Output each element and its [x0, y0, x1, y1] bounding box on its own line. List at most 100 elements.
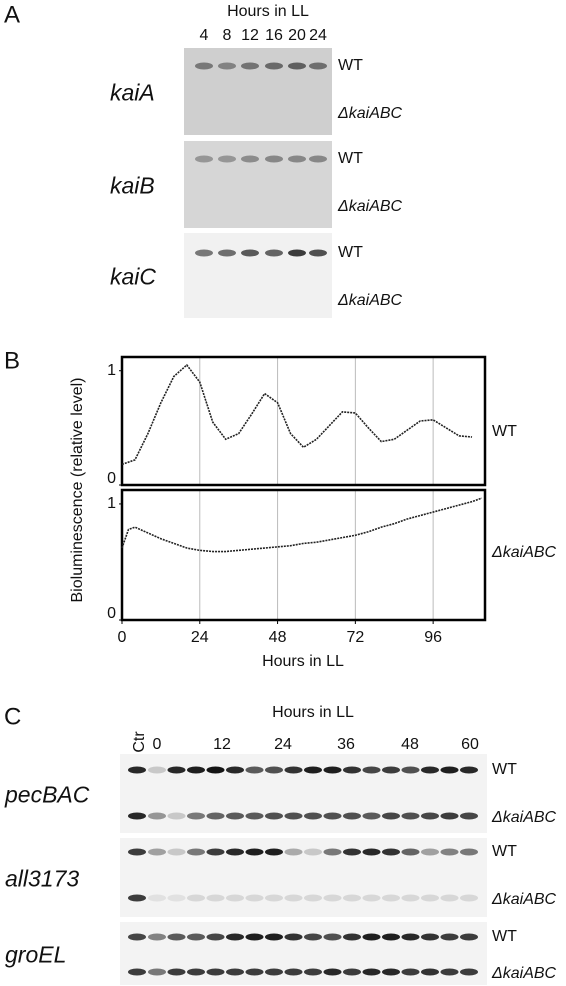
- band: [284, 848, 303, 856]
- band: [195, 249, 213, 257]
- x-tick-label: 48: [269, 629, 287, 646]
- band: [206, 812, 225, 820]
- band: [241, 155, 259, 163]
- band: [362, 968, 381, 976]
- band: [167, 812, 186, 820]
- band: [148, 933, 166, 941]
- band: [401, 894, 420, 902]
- band: [226, 968, 244, 976]
- band: [226, 812, 244, 820]
- band: [382, 933, 400, 941]
- band: [148, 812, 166, 820]
- band: [167, 933, 186, 941]
- lane-label: 16: [265, 27, 283, 44]
- band: [401, 848, 420, 856]
- band: [460, 894, 478, 902]
- band: [362, 894, 381, 902]
- band: [440, 933, 459, 941]
- band: [323, 894, 342, 902]
- band: [401, 933, 420, 941]
- band: [304, 848, 322, 856]
- band: [382, 894, 400, 902]
- band: [218, 249, 236, 257]
- strain-label: WT: [338, 244, 363, 261]
- strain-label: ΔkaiABC: [491, 809, 557, 826]
- band: [187, 766, 205, 774]
- x-axis-label: Hours in LL: [262, 653, 344, 670]
- band: [460, 848, 478, 856]
- blot: [184, 141, 332, 228]
- band: [304, 812, 322, 820]
- band: [401, 766, 420, 774]
- band: [187, 848, 205, 856]
- band: [265, 894, 283, 902]
- band: [226, 766, 244, 774]
- band: [195, 62, 213, 70]
- gene-label: kaiC: [110, 264, 156, 290]
- band: [304, 766, 322, 774]
- strain-label: WT: [338, 150, 363, 167]
- band: [460, 812, 478, 820]
- band: [421, 848, 439, 856]
- band: [323, 766, 342, 774]
- band: [245, 848, 264, 856]
- lane-label: 4: [200, 27, 209, 44]
- strain-label: WT: [492, 843, 517, 860]
- strain-label: WT: [492, 928, 517, 945]
- band: [421, 812, 439, 820]
- lane-label: 36: [337, 736, 355, 753]
- gene-label: kaiA: [110, 80, 155, 106]
- band: [265, 249, 283, 257]
- band: [265, 968, 283, 976]
- band: [304, 894, 322, 902]
- lane-label: 24: [309, 27, 327, 44]
- lane-label: Ctr: [131, 731, 148, 753]
- band: [323, 933, 342, 941]
- plot-frame: [120, 355, 487, 487]
- band: [245, 933, 264, 941]
- band: [128, 933, 146, 941]
- band: [440, 766, 459, 774]
- band: [288, 155, 306, 163]
- band: [206, 933, 225, 941]
- band: [421, 968, 439, 976]
- panel-label: A: [4, 1, 20, 28]
- band: [382, 766, 400, 774]
- y-tick-label: 1: [107, 362, 116, 379]
- band: [167, 968, 186, 976]
- band: [401, 812, 420, 820]
- band: [343, 933, 361, 941]
- band: [304, 933, 322, 941]
- band: [218, 62, 236, 70]
- band: [128, 812, 146, 820]
- strain-label: ΔkaiABC: [337, 292, 403, 309]
- band: [241, 249, 259, 257]
- band: [440, 968, 459, 976]
- x-tick-label: 0: [118, 629, 127, 646]
- legend-label: ΔkaiABC: [491, 544, 557, 561]
- band: [343, 766, 361, 774]
- band: [421, 933, 439, 941]
- band: [128, 766, 146, 774]
- band: [309, 62, 327, 70]
- x-tick-label: 24: [191, 629, 209, 646]
- band: [187, 968, 205, 976]
- band: [241, 62, 259, 70]
- band: [195, 155, 213, 163]
- band: [401, 968, 420, 976]
- band: [440, 848, 459, 856]
- blot: [120, 922, 487, 985]
- band: [421, 766, 439, 774]
- gene-label: all3173: [5, 866, 79, 892]
- x-tick-label: 96: [424, 629, 442, 646]
- band: [382, 968, 400, 976]
- strain-label: ΔkaiABC: [337, 105, 403, 122]
- band: [245, 766, 264, 774]
- y-tick-label: 1: [107, 495, 116, 512]
- lane-label: 60: [461, 736, 479, 753]
- band: [148, 766, 166, 774]
- band: [460, 766, 478, 774]
- lane-label: 8: [223, 27, 232, 44]
- lane-label: 0: [153, 736, 162, 753]
- band: [187, 812, 205, 820]
